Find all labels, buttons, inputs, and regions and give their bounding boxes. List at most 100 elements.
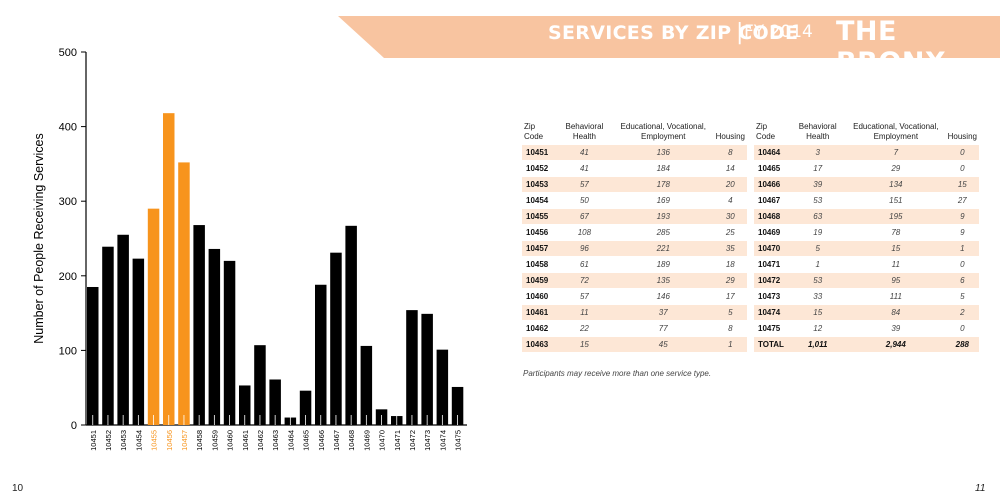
educational-cell: 146	[612, 288, 714, 305]
y-axis-title: Number of People Receiving Services	[32, 133, 46, 344]
educational-cell: 15	[846, 240, 946, 257]
services-table-left: Zip Code Behavioral Health Educational, …	[522, 122, 747, 353]
behavioral-health-cell: 3	[789, 145, 847, 161]
page-number-left: 10	[12, 483, 24, 494]
zip-cell: 10469	[754, 224, 790, 241]
bar-10472	[406, 310, 418, 425]
table-row: 10471 1 11 0	[754, 256, 979, 273]
zip-code-bar-chart: 0 100 200 300 400 500 Number of People Receivi…	[32, 47, 467, 451]
table-row: 10474 15 84 2	[754, 304, 979, 321]
x-tick-label: 10456	[165, 430, 174, 451]
bar-10459	[208, 248, 221, 425]
housing-cell: 2	[945, 304, 979, 321]
x-tick-label: 10461	[241, 430, 250, 451]
behavioral-health-cell: 50	[555, 192, 613, 209]
table-row: 10455 67 193 30	[522, 208, 747, 225]
behavioral-health-cell: 12	[789, 320, 847, 337]
page-number-right: 11	[975, 483, 986, 494]
x-tick-label: 10474	[438, 430, 447, 451]
x-tick-label: 10460	[226, 430, 235, 451]
behavioral-health-cell: 11	[555, 304, 613, 321]
table-row: 10464 3 7 0	[754, 145, 979, 161]
table-row: 10457 96 221 35	[522, 240, 747, 257]
table-row: 10452 41 184 14	[522, 160, 747, 177]
x-tick-label: 10473	[423, 430, 432, 451]
zip-cell: TOTAL	[754, 336, 790, 353]
bar-10475	[451, 386, 464, 425]
column-header-housing: Housing	[715, 132, 745, 141]
zip-cell: 10463	[522, 336, 556, 353]
zip-cell: 10466	[754, 176, 790, 193]
x-tick-label: 10467	[332, 430, 341, 451]
bar-10455	[147, 208, 160, 425]
y-tick-label: 200	[59, 271, 77, 283]
column-header-educational: Educational, Vocational, Employment	[853, 122, 939, 141]
educational-cell: 136	[612, 145, 714, 161]
zip-cell: 10465	[754, 160, 790, 177]
housing-cell: 4	[713, 192, 747, 209]
table-row: 10472 53 95 6	[754, 272, 979, 289]
housing-cell: 35	[713, 240, 747, 257]
educational-cell: 221	[612, 240, 714, 257]
table-body-left: 10451 4 1 136 8 10452 41 184 14 10453 57 178 20 10454…	[522, 145, 747, 353]
housing-cell: 8	[713, 145, 747, 161]
x-tick-label: 10462	[256, 430, 265, 451]
bar-10462	[254, 345, 266, 425]
column-header-educational: Educational, Vocational, Employment	[620, 122, 706, 141]
behavioral-health-cell: 57	[555, 288, 613, 305]
housing-cell: 14	[713, 160, 747, 177]
zip-cell: 10454	[522, 192, 556, 209]
x-tick-label: 10463	[271, 430, 280, 451]
behavioral-health-cell: 15	[789, 304, 847, 321]
housing-cell: 17	[713, 288, 747, 305]
behavioral-health-cell: 22	[555, 320, 613, 337]
header-banner	[338, 16, 1000, 58]
table-footnote: Participants may receive more than one s…	[523, 369, 712, 378]
zip-cell: 10468	[754, 208, 790, 225]
bar-10473	[421, 313, 433, 425]
page-title: SERVICES BY ZIP CODE	[548, 22, 799, 44]
y-tick-label: 300	[59, 196, 77, 208]
behavioral-health-cell: 19	[789, 224, 847, 241]
x-tick-label: 10470	[378, 430, 387, 451]
x-tick-label: 10459	[210, 430, 219, 451]
zip-cell: 10470	[754, 240, 790, 257]
x-tick-label: 10471	[393, 430, 402, 451]
bar-10451	[87, 286, 99, 425]
zip-cell: 10471	[754, 256, 790, 273]
behavioral-health-cell: 53	[789, 192, 847, 209]
educational-cell: 184	[612, 160, 714, 177]
housing-cell: 1	[945, 240, 979, 257]
y-tick-label: 100	[59, 345, 77, 357]
zip-cell: 10455	[522, 208, 556, 225]
housing-cell: 0	[945, 160, 979, 177]
educational-cell: 77	[612, 320, 714, 337]
zip-cell: 10457	[522, 240, 556, 257]
x-tick-label: 10454	[134, 430, 143, 451]
bar-10453	[117, 234, 129, 425]
services-table-right: Zip Code Behavioral Health Educational, …	[754, 122, 979, 353]
x-tick-label: 10457	[180, 430, 189, 451]
bar-10467	[330, 252, 342, 425]
housing-cell: 29	[713, 272, 747, 289]
educational-cell: 29	[846, 160, 946, 177]
housing-cell: 288	[945, 336, 979, 353]
educational-cell: 134	[846, 176, 946, 193]
y-tick-label: 0	[71, 420, 77, 432]
housing-cell: 18	[713, 256, 747, 273]
housing-cell: 1	[713, 336, 747, 353]
zip-cell: 10467	[754, 192, 790, 209]
table-row: 10453 57 178 20	[522, 176, 747, 193]
housing-cell: 27	[945, 192, 979, 209]
x-tick-label: 10453	[119, 430, 128, 451]
bar-10465	[299, 390, 312, 425]
y-tick-label: 400	[59, 122, 77, 134]
zip-cell: 10451	[522, 145, 556, 161]
housing-cell: 15	[945, 176, 979, 193]
educational-cell: 189	[612, 256, 714, 273]
table-row: 10473 33 111 5	[754, 288, 979, 305]
x-tick-label: 10472	[408, 430, 417, 451]
housing-cell: 30	[713, 208, 747, 225]
x-tick-label: 10466	[317, 430, 326, 451]
x-tick-label: 10468	[347, 430, 356, 451]
